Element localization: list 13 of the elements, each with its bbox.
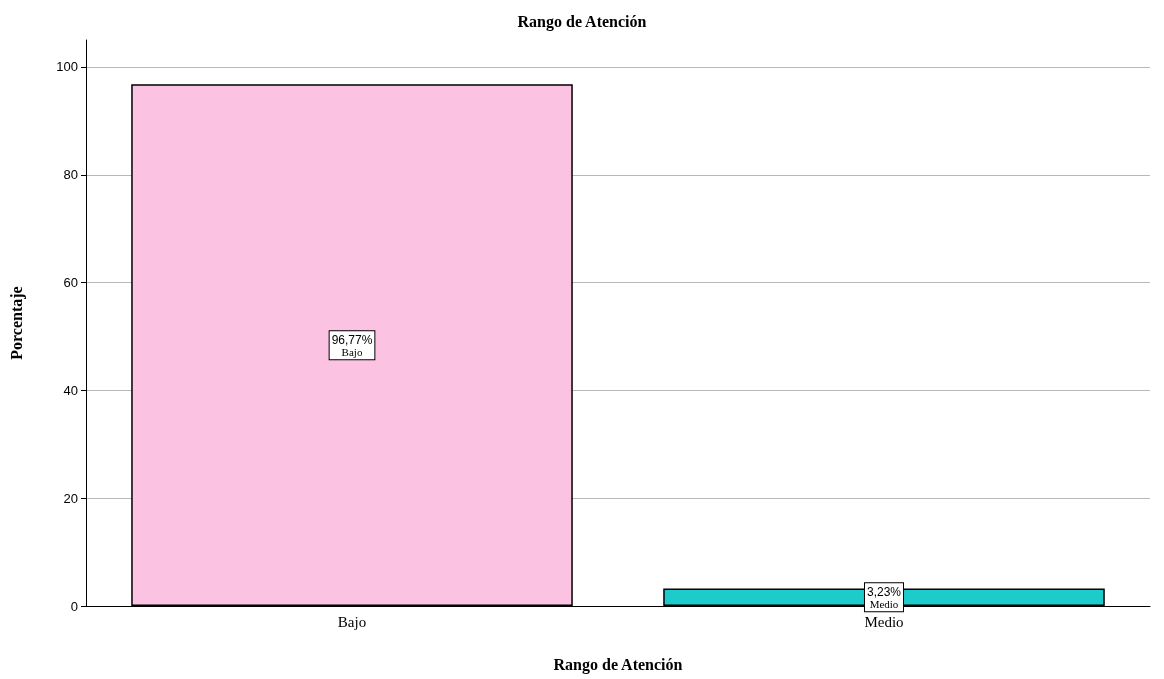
y-tick-label: 40: [63, 382, 78, 398]
x-axis-title: Rango de Atención: [553, 655, 683, 674]
y-tick-label: 20: [63, 490, 78, 506]
category-label: Medio: [869, 598, 899, 611]
y-axis-title: Porcentaje: [7, 286, 26, 360]
y-tick-label: 100: [56, 59, 78, 75]
y-tick-label: 0: [70, 598, 78, 614]
data-label: 3,23%: [866, 584, 902, 599]
y-tick-label: 60: [63, 275, 78, 291]
category-label: Bajo: [341, 346, 363, 359]
y-tick-label: 80: [63, 167, 78, 183]
data-label: 96,77%: [331, 332, 373, 347]
chart-title: Rango de Atención: [517, 12, 647, 31]
